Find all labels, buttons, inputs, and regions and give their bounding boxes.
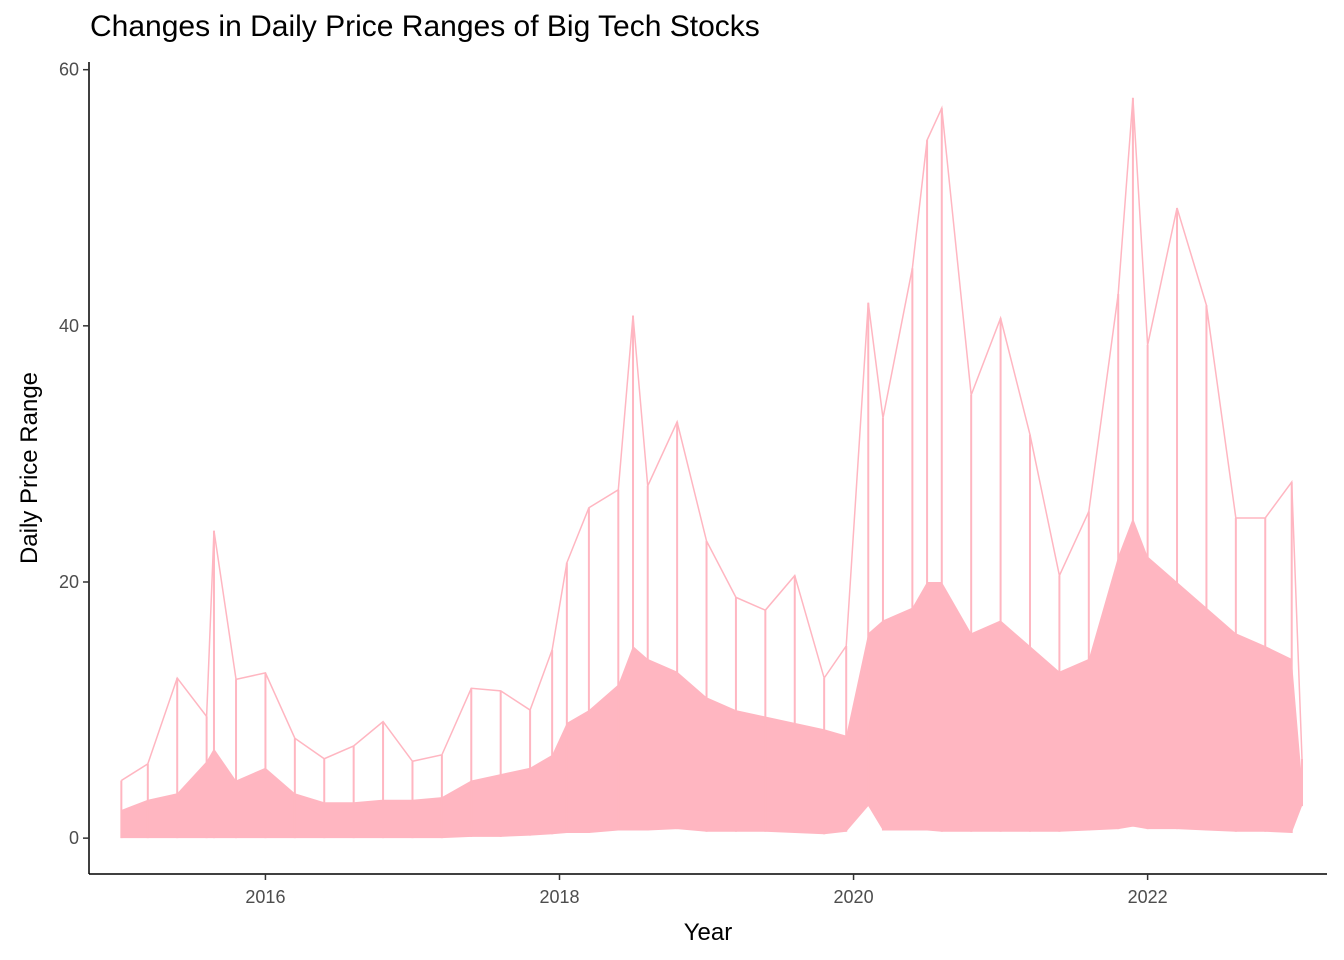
y-axis-title: Daily Price Range <box>16 372 43 564</box>
x-axis-title: Year <box>684 919 733 946</box>
y-tick-label: 20 <box>59 572 79 592</box>
chart-title: Changes in Daily Price Ranges of Big Tec… <box>90 10 760 43</box>
x-axis-ticks: 2016 2018 2020 2022 <box>245 874 1168 907</box>
y-axis-ticks: 0 20 40 60 <box>59 60 89 848</box>
y-tick-label: 40 <box>59 316 79 336</box>
x-tick-label: 2018 <box>539 887 579 907</box>
data-marks <box>120 97 1304 839</box>
series-0-peak-line <box>120 97 1303 782</box>
series-0-range-band <box>121 517 1303 839</box>
x-tick-label: 2016 <box>245 887 285 907</box>
y-tick-label: 60 <box>59 60 79 80</box>
x-tick-label: 2020 <box>834 887 874 907</box>
y-tick-label: 0 <box>69 828 79 848</box>
x-tick-label: 2022 <box>1128 887 1168 907</box>
